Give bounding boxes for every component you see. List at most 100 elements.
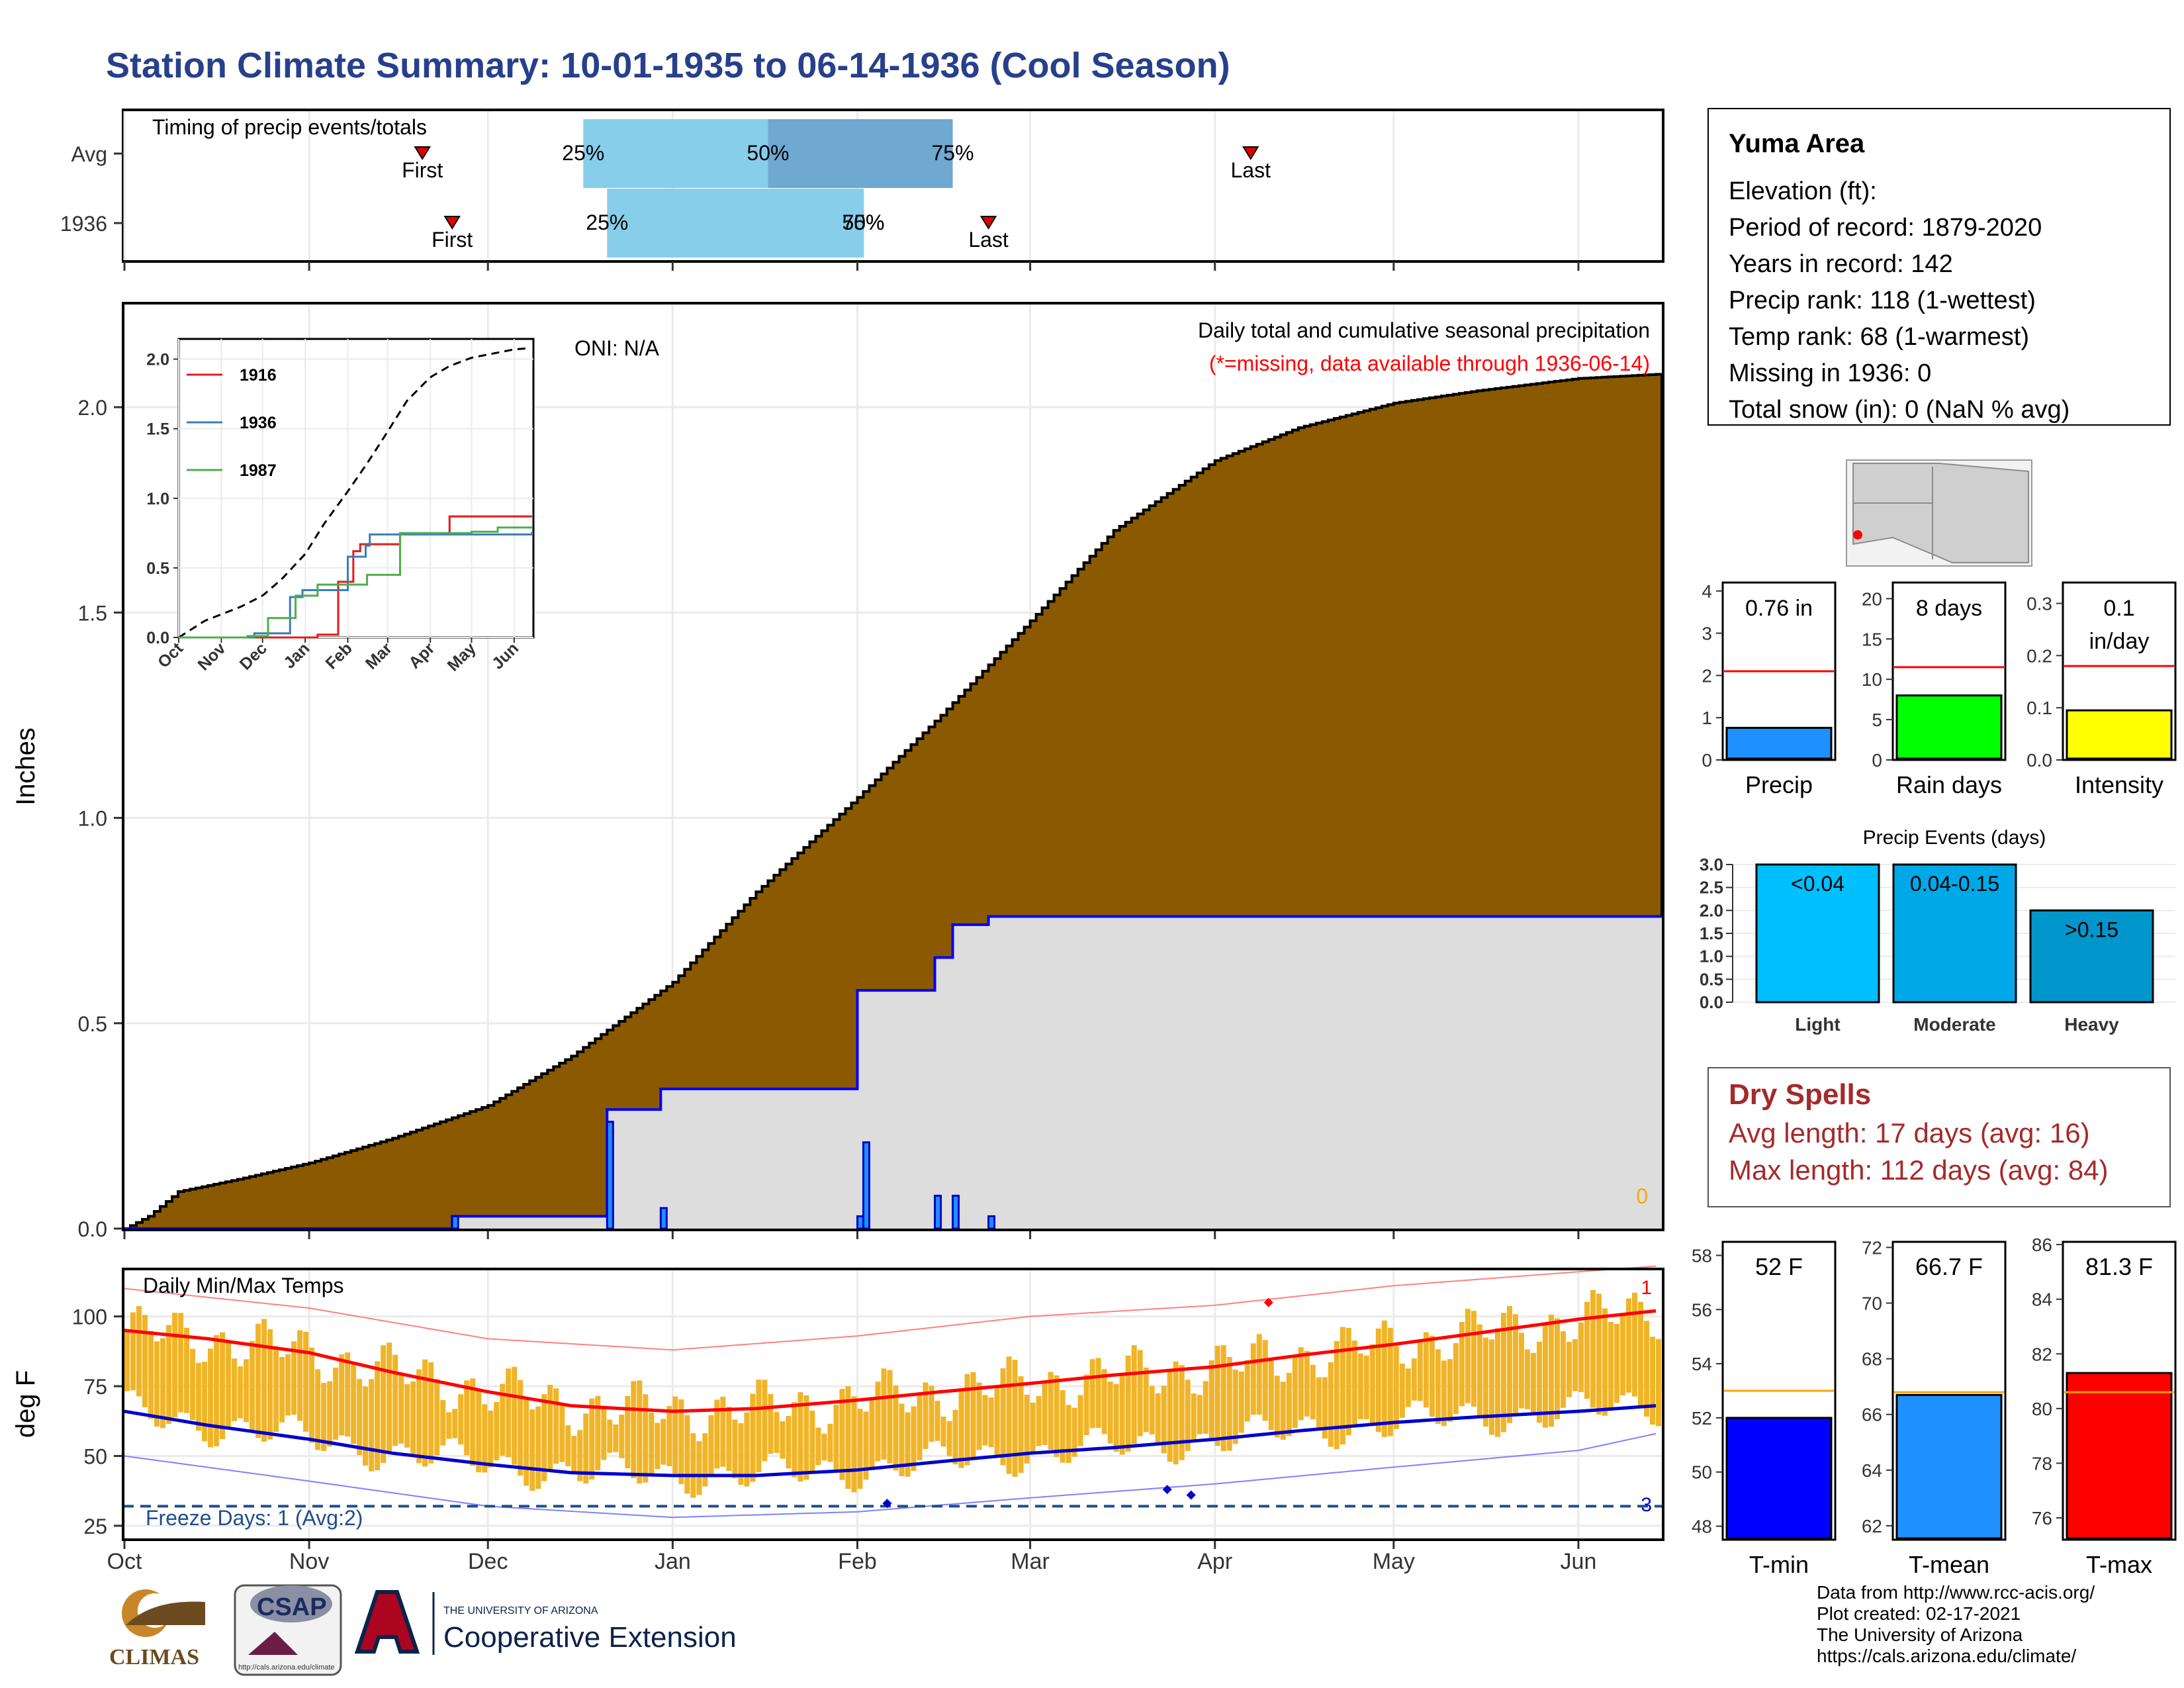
temp-record-low-marker <box>882 1499 892 1509</box>
precip-y-tick-label: 1.5 <box>78 601 107 625</box>
temp-daily-bar <box>220 1332 226 1440</box>
temp-daily-bar <box>184 1327 190 1413</box>
temp-daily-bar <box>1542 1325 1548 1428</box>
temp-daily-bar <box>1048 1372 1054 1450</box>
temp-daily-bar <box>1107 1382 1113 1444</box>
credit-data-source: Data from http://www.rcc-acis.org/ <box>1817 1582 2095 1603</box>
temp-daily-bar <box>1351 1340 1357 1426</box>
x-axis-month-label: May <box>1373 1549 1415 1574</box>
temp-daily-bar <box>946 1421 952 1456</box>
csap-logo-text: CSAP <box>257 1593 327 1621</box>
temp-daily-bar <box>666 1406 672 1466</box>
inset-y-tick-label: 1.0 <box>146 490 169 508</box>
temp-daily-bar <box>1083 1374 1089 1435</box>
temp-y-tick-label: 50 <box>83 1445 107 1469</box>
temp-daily-bar <box>1030 1403 1036 1454</box>
temp-daily-bar <box>309 1347 315 1443</box>
precip-daily-bar <box>987 1215 996 1230</box>
x-axis-month-label: Feb <box>838 1549 877 1574</box>
tmin-panel-y-tick-label: 50 <box>1692 1462 1712 1483</box>
oni-annotation: ONI: N/A <box>574 336 660 360</box>
temp-daily-bar <box>768 1393 774 1454</box>
station-elevation: Elevation (ft): <box>1729 177 1877 205</box>
temp-daily-bar <box>1334 1340 1340 1450</box>
csap-logo-mountain <box>248 1632 298 1655</box>
rain-days-panel-category-label: Rain days <box>1896 771 2002 798</box>
inset-legend-label: 1916 <box>240 366 277 385</box>
temp-daily-bar <box>1173 1361 1179 1465</box>
temp-daily-bar <box>535 1406 541 1489</box>
station-period: Period of record: 1879-2020 <box>1729 214 2042 242</box>
temp-daily-bar <box>589 1398 595 1479</box>
timing-marker-last <box>1242 146 1259 160</box>
tmin-panel-value-label: 52 F <box>1755 1253 1803 1280</box>
temp-daily-bar <box>1518 1333 1524 1409</box>
temp-daily-bar <box>1453 1342 1459 1414</box>
csap-logo-url: http://cals.arizona.edu/climate <box>238 1664 335 1671</box>
temp-daily-bar <box>1304 1350 1310 1417</box>
temp-daily-bar <box>1268 1358 1274 1430</box>
ua-logo-big-text: Cooperative Extension <box>443 1621 737 1654</box>
temp-daily-bar <box>1149 1385 1155 1435</box>
tmin-panel-y-tick-label: 48 <box>1692 1517 1712 1537</box>
temp-daily-bar <box>1447 1359 1453 1422</box>
temp-daily-bar <box>541 1394 547 1481</box>
temp-daily-bar <box>1590 1289 1596 1408</box>
temp-daily-bar <box>1214 1345 1220 1446</box>
temp-daily-bar <box>279 1356 285 1423</box>
temp-daily-bar <box>1203 1381 1208 1434</box>
temp-daily-bar <box>476 1389 482 1473</box>
temp-daily-bar <box>1459 1322 1465 1407</box>
precip-events-bar-heavy <box>2029 909 2154 1004</box>
temp-daily-bar <box>1161 1385 1167 1454</box>
temp-daily-bar <box>774 1412 780 1453</box>
intensity-panel-y-tick-label: 0.2 <box>2026 645 2052 666</box>
temp-daily-bar <box>1411 1358 1417 1401</box>
temp-record-high-count: 1 <box>1641 1277 1652 1299</box>
temp-daily-bar <box>136 1306 142 1397</box>
temp-daily-bar <box>1232 1369 1238 1444</box>
inset-frame <box>177 338 535 639</box>
temp-daily-bar <box>369 1379 375 1472</box>
temp-daily-bar <box>1316 1377 1322 1428</box>
temp-daily-bar <box>285 1354 291 1416</box>
credits: Data from http://www.rcc-acis.org/ Plot … <box>1817 1582 2095 1667</box>
temp-daily-bar <box>750 1393 756 1482</box>
temp-daily-bar <box>1477 1324 1482 1416</box>
temp-daily-bar <box>690 1433 696 1498</box>
temp-daily-bar <box>1155 1393 1161 1443</box>
tmax-panel-value-label: 81.3 F <box>2085 1253 2153 1280</box>
temp-daily-bar <box>792 1402 797 1477</box>
temp-daily-bar <box>1119 1372 1125 1455</box>
dry-spells-heading: Dry Spells <box>1729 1078 1872 1111</box>
temp-daily-bar <box>583 1413 589 1484</box>
precip-daily-bar <box>451 1215 459 1230</box>
temp-title: Daily Min/Max Temps <box>143 1274 343 1297</box>
inset-avg-line <box>178 347 531 639</box>
temp-daily-bar <box>1310 1364 1316 1420</box>
precip-events-y-tick-label: 2.5 <box>1700 878 1723 898</box>
temp-daily-bar <box>1608 1322 1614 1411</box>
precip-y-tick-label: 0.0 <box>78 1217 107 1241</box>
temp-daily-bar <box>934 1401 940 1441</box>
temp-daily-bar <box>1226 1356 1232 1451</box>
temp-daily-bar <box>893 1385 899 1471</box>
temp-daily-bar <box>643 1394 649 1483</box>
temp-daily-bar <box>1631 1292 1637 1397</box>
tmean-panel-y-tick-label: 70 <box>1862 1293 1882 1314</box>
precip-current-cumulative-area <box>124 916 1662 1229</box>
tmean-panel-y-tick-label: 68 <box>1862 1349 1882 1370</box>
temp-daily-bar <box>1554 1318 1560 1419</box>
tmin-panel-category-label: T-min <box>1749 1551 1809 1578</box>
tmean-panel-category-label: T-mean <box>1909 1551 1989 1578</box>
temp-daily-bar <box>1208 1360 1214 1439</box>
temp-daily-bar <box>839 1389 845 1480</box>
inset-legend-label: 1987 <box>240 461 277 480</box>
temp-daily-bar <box>232 1358 238 1421</box>
temp-daily-bar <box>708 1415 714 1476</box>
temp-daily-bar <box>595 1395 601 1471</box>
rain-days-panel-value-bar <box>1895 694 2003 760</box>
temp-daily-bar <box>160 1338 166 1429</box>
timing-label-25: 25% <box>586 211 628 234</box>
temp-daily-bar <box>1345 1327 1351 1436</box>
